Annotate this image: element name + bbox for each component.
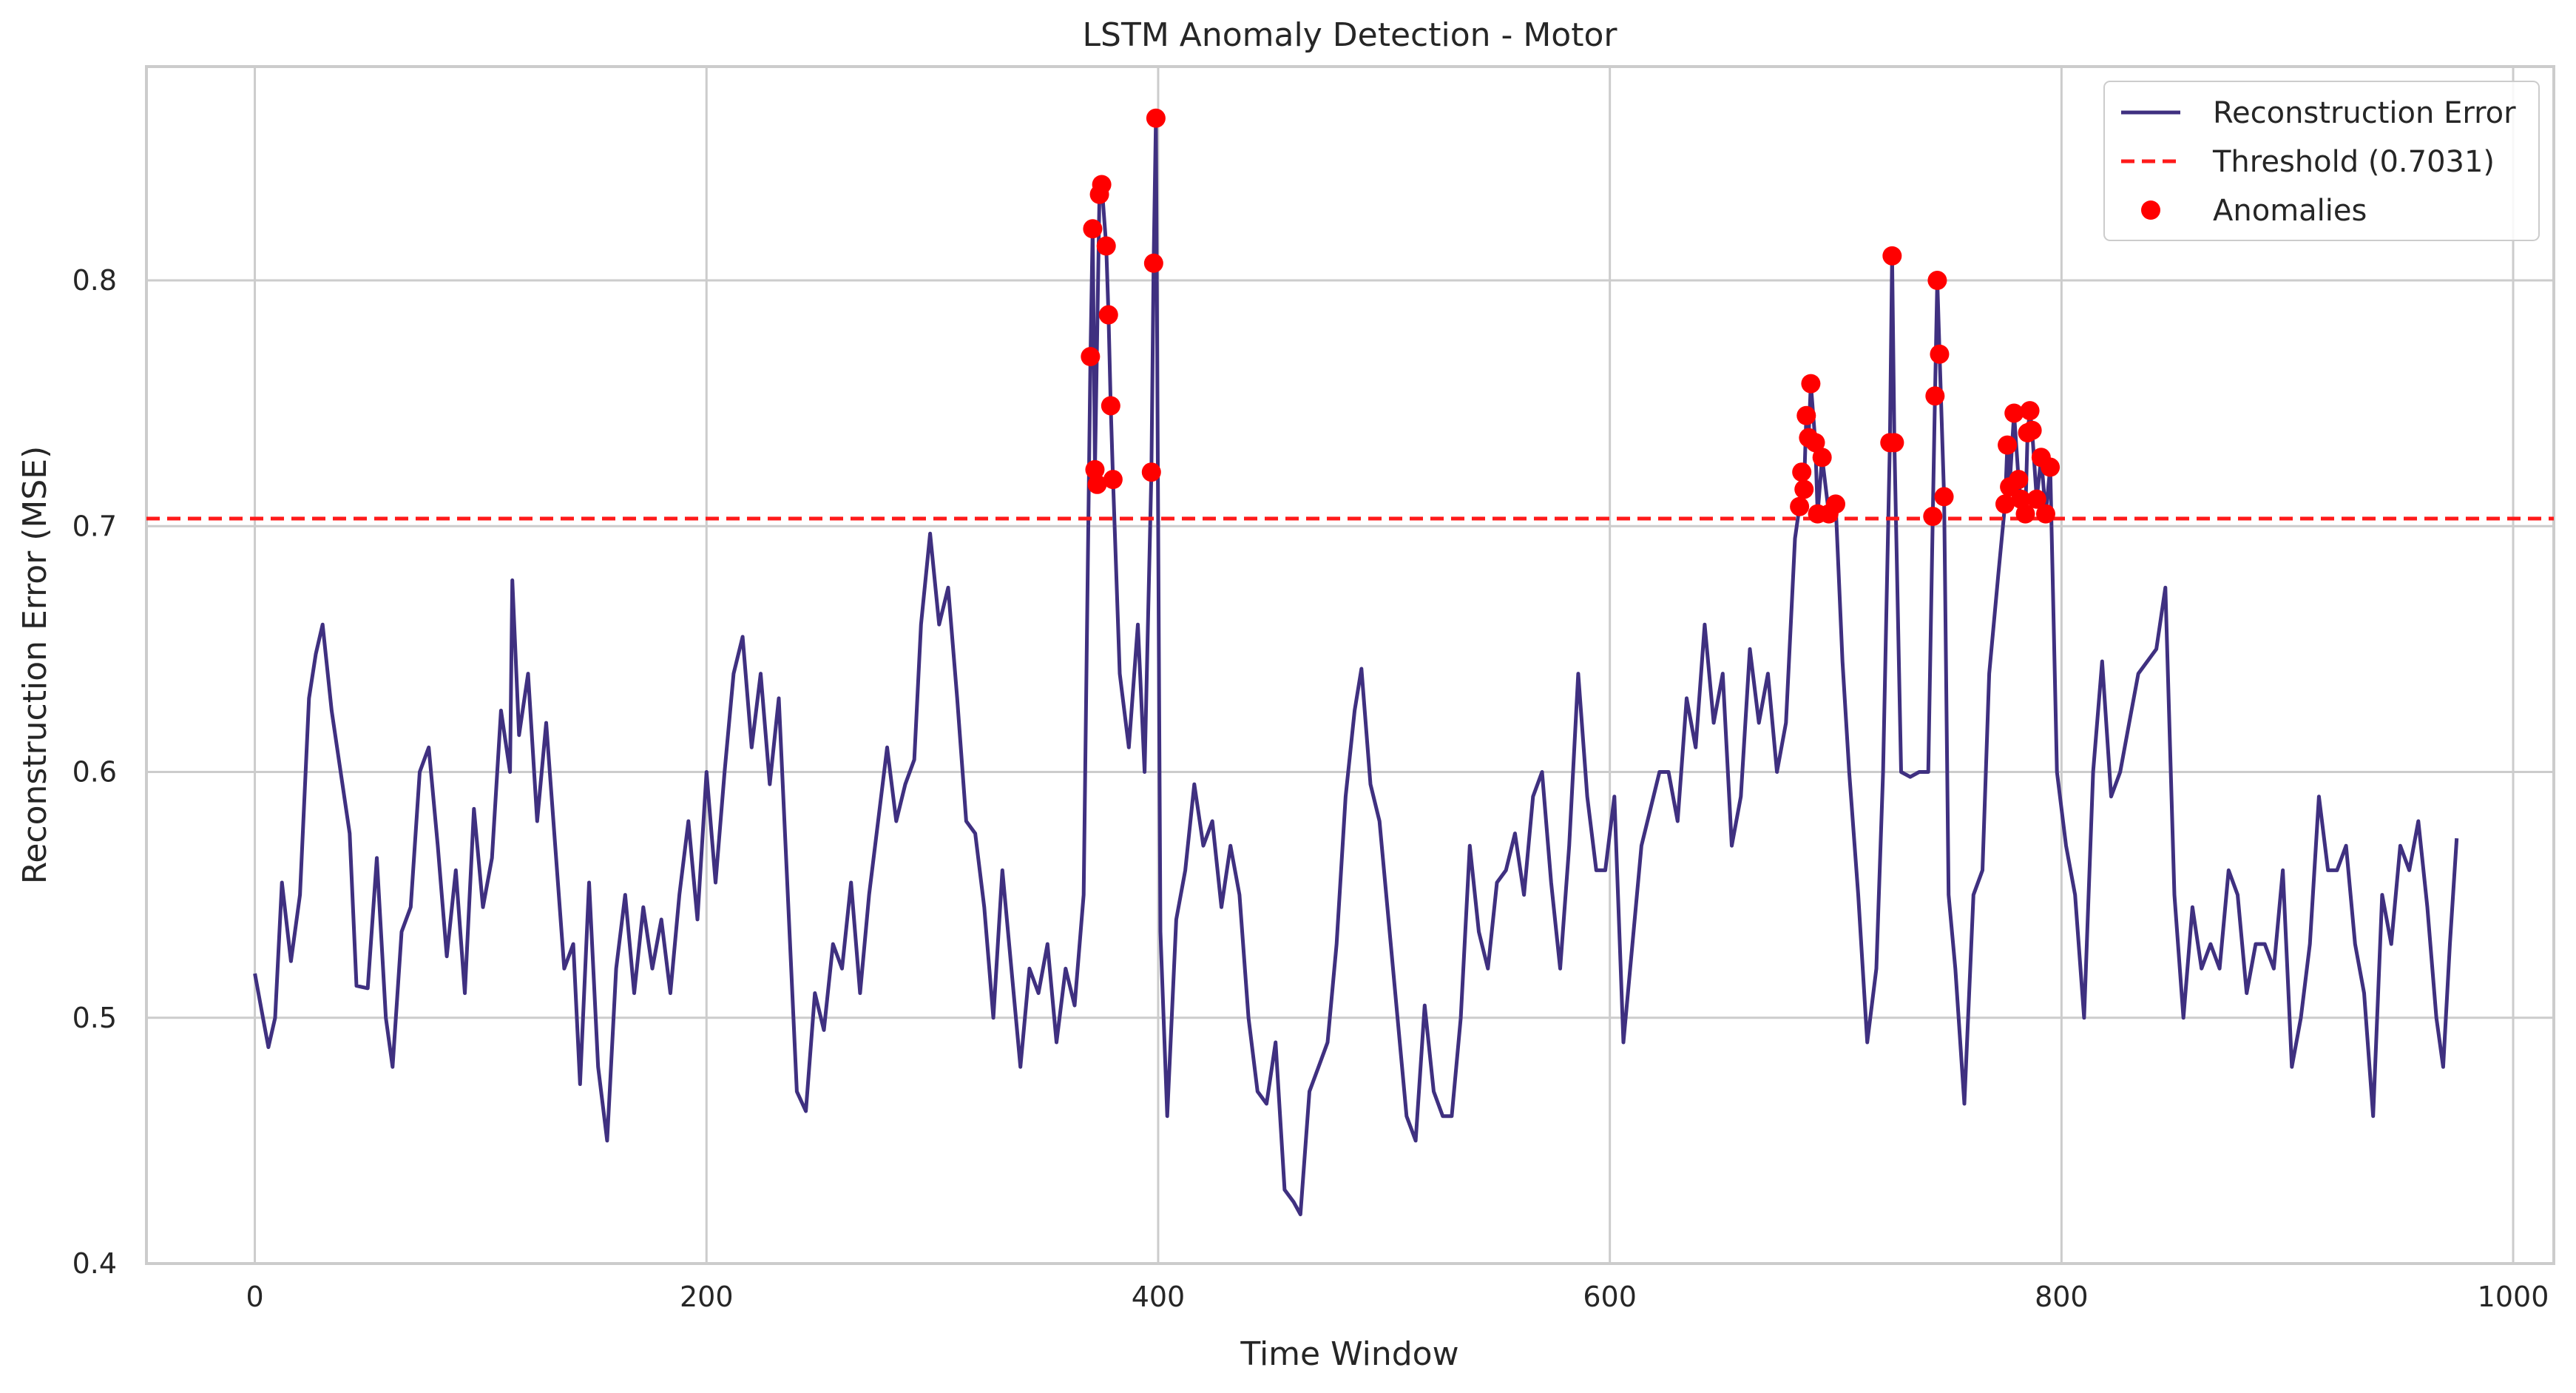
anomaly-point [1143, 253, 1163, 273]
anomaly-point [1101, 396, 1120, 416]
reconstruction-error-line [253, 116, 2459, 1217]
anomaly-point [1884, 433, 1904, 453]
anomaly-point [1083, 219, 1103, 239]
anomaly-point [1794, 479, 1814, 499]
legend-label-anomalies: Anomalies [2213, 194, 2367, 228]
anomaly-point [1085, 459, 1105, 479]
anomaly-point [1792, 462, 1812, 482]
anomaly-point [1087, 474, 1107, 494]
plot-area-frame [145, 65, 2555, 1265]
anomaly-point [2022, 420, 2042, 440]
anomaly-point [1805, 433, 1825, 453]
anomaly-point [1096, 236, 1116, 256]
anomaly-point [2004, 403, 2024, 423]
anomaly-point [2041, 457, 2061, 477]
chart-title: LSTM Anomaly Detection - Motor [1083, 16, 1618, 54]
anomaly-point [2020, 401, 2040, 421]
anomaly-point [1801, 374, 1821, 394]
x-tick-label: 400 [1132, 1281, 1186, 1313]
x-tick-label: 0 [246, 1281, 263, 1313]
anomaly-point [1790, 496, 1810, 516]
y-tick-label: 0.6 [72, 756, 117, 789]
anomaly-point [2009, 470, 2029, 490]
legend-anomaly-swatch [2141, 200, 2160, 220]
x-tick-label: 800 [2035, 1281, 2089, 1313]
anomaly-point [1925, 386, 1945, 406]
anomaly-point [2026, 489, 2046, 509]
legend: Reconstruction Error Threshold (0.7031) … [2103, 81, 2540, 241]
anomaly-point [1146, 108, 1166, 128]
anomaly-point [1927, 271, 1947, 291]
anomaly-point [1141, 462, 1161, 482]
anomaly-point [2011, 489, 2031, 509]
y-tick-label: 0.8 [72, 264, 117, 297]
anomaly-point [1796, 405, 1816, 425]
anomaly-point [1092, 175, 1112, 195]
anomaly-point [1995, 494, 2015, 514]
x-tick-label: 1000 [2478, 1281, 2549, 1313]
anomaly-point [1923, 506, 1943, 526]
anomaly-point [2015, 504, 2035, 524]
y-tick-label: 0.7 [72, 510, 117, 542]
anomaly-point [1812, 448, 1832, 468]
x-tick-label: 600 [1583, 1281, 1637, 1313]
y-tick-label: 0.5 [72, 1002, 117, 1034]
series-layer [146, 108, 2554, 1217]
anomaly-point [2035, 504, 2055, 524]
anomaly-point [1930, 344, 1950, 364]
anomaly-point [1825, 494, 1845, 514]
anomaly-point [1098, 305, 1118, 325]
tick-labels: 0 200 400 600 800 1000 0.4 0.5 0.6 0.7 0.8 [72, 264, 2549, 1313]
legend-label-threshold: Threshold (0.7031) [2212, 145, 2495, 179]
legend-box [2103, 81, 2540, 241]
legend-label-reconstruction-error: Reconstruction Error [2213, 96, 2516, 130]
anomaly-point [1103, 470, 1123, 490]
anomaly-point [1934, 487, 1954, 507]
anomaly-point [1081, 347, 1101, 367]
x-tick-label: 200 [680, 1281, 734, 1313]
anomaly-point [1882, 246, 1902, 266]
y-tick-label: 0.4 [72, 1247, 117, 1280]
x-axis-label: Time Window [1240, 1335, 1458, 1373]
anomaly-point [1998, 435, 2018, 455]
y-axis-label: Reconstruction Error (MSE) [16, 446, 54, 885]
